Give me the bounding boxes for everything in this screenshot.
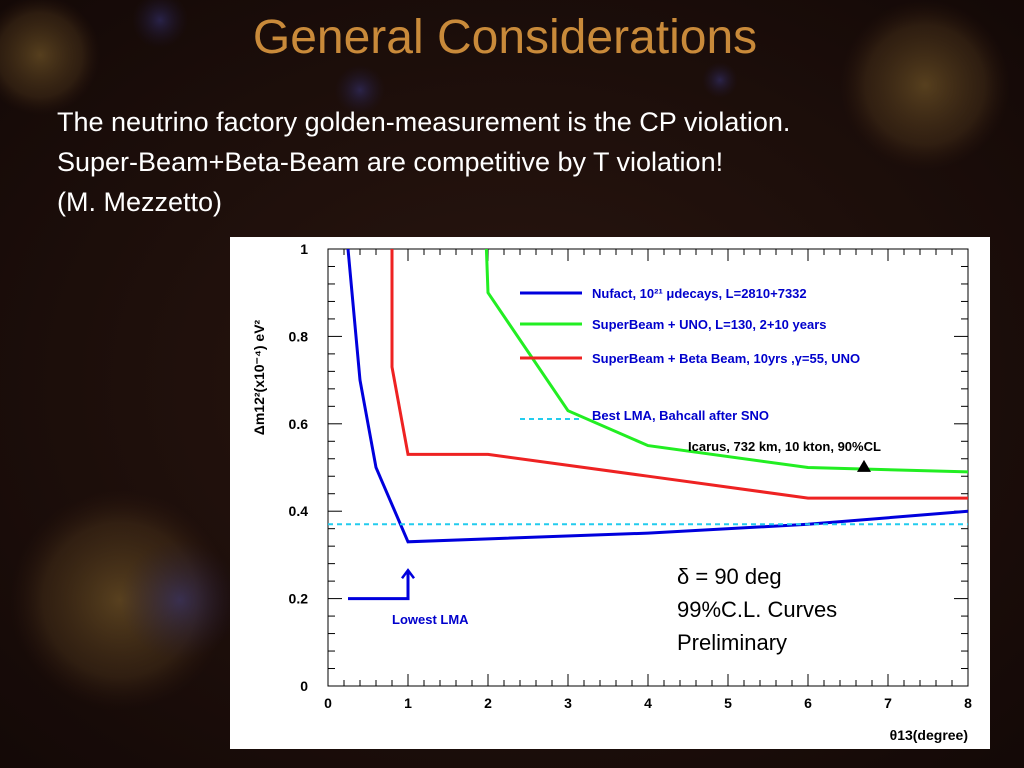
series-line-2 xyxy=(484,248,969,474)
y-tick-label: 0.8 xyxy=(289,328,309,344)
y-tick-label: 0 xyxy=(300,678,308,694)
slide-title: General Considerations xyxy=(252,11,758,64)
body-line-2: Super-Beam+Beta-Beam are competitive by … xyxy=(57,147,724,177)
x-tick-label: 6 xyxy=(804,695,812,711)
x-tick-label: 0 xyxy=(324,695,332,711)
series-line-3 xyxy=(390,249,968,500)
legend-label-2: SuperBeam + UNO, L=130, 2+10 years xyxy=(592,317,827,332)
x-tick-label: 5 xyxy=(724,695,732,711)
x-tick-label: 7 xyxy=(884,695,892,711)
y-tick-label: 0.6 xyxy=(289,416,309,432)
note-line-1: δ = 90 deg xyxy=(677,564,782,589)
body-line-3: (M. Mezzetto) xyxy=(57,187,223,217)
note-line-2: 99%C.L. Curves xyxy=(677,597,837,622)
lowest-lma-arrowhead xyxy=(401,568,415,579)
icarus-marker xyxy=(857,459,871,472)
body-line-1: The neutrino factory golden-measurement … xyxy=(57,107,791,137)
chart-svg: 0 1 2 3 4 5 6 7 8 0 0.2 0.4 0.6 0.8 1 θ13(degree) Δm12²(… xyxy=(251,241,972,743)
x-tick-label: 8 xyxy=(964,695,972,711)
x-tick-label: 1 xyxy=(404,695,412,711)
x-tick-label: 4 xyxy=(644,695,652,711)
chart-figure: 0 1 2 3 4 5 6 7 8 0 0.2 0.4 0.6 0.8 1 θ13(degree) Δm12²(… xyxy=(230,237,990,749)
y-tick-label: 1 xyxy=(300,241,308,257)
legend-label-3: SuperBeam + Beta Beam, 10yrs ,γ=55, UNO xyxy=(592,351,860,366)
x-axis-label: θ13(degree) xyxy=(890,727,968,743)
icarus-label: Icarus, 732 km, 10 kton, 90%CL xyxy=(688,439,881,454)
lowest-lma-label: Lowest LMA xyxy=(392,612,469,627)
x-tick-label: 3 xyxy=(564,695,572,711)
lowest-lma-arrow xyxy=(348,570,410,601)
y-tick-label: 0.2 xyxy=(289,591,309,607)
x-tick-label: 2 xyxy=(484,695,492,711)
slide-body: The neutrino factory golden-measurement … xyxy=(57,102,790,222)
note-line-3: Preliminary xyxy=(677,630,787,655)
y-axis-label: Δm12²(x10⁻⁴) eV² xyxy=(251,319,267,435)
y-tick-label: 0.4 xyxy=(289,503,309,519)
legend-label-1: Nufact, 10²¹ μdecays, L=2810+7332 xyxy=(592,286,807,301)
legend-label-4: Best LMA, Bahcall after SNO xyxy=(592,408,769,423)
